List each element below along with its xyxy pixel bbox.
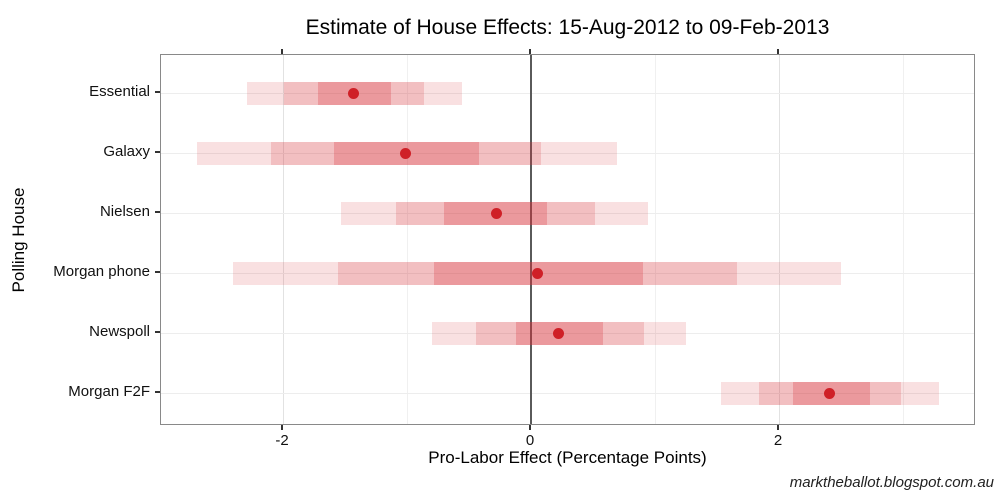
x-tick-mark bbox=[281, 425, 283, 430]
grid-row-line bbox=[161, 273, 974, 274]
y-tick-label: Morgan phone bbox=[53, 263, 150, 280]
x-tick-label: 2 bbox=[773, 432, 783, 449]
point-estimate bbox=[348, 87, 360, 99]
x-tick-mark-top bbox=[281, 49, 283, 54]
x-tick-mark-top bbox=[529, 49, 531, 54]
x-tick-mark bbox=[529, 425, 531, 430]
grid-major-line bbox=[779, 55, 780, 424]
grid-major-line bbox=[283, 55, 284, 424]
y-tick-mark bbox=[155, 331, 160, 333]
y-tick-label: Essential bbox=[89, 83, 150, 100]
zero-reference-line bbox=[530, 55, 532, 424]
point-estimate bbox=[552, 327, 564, 339]
grid-minor-line bbox=[655, 55, 656, 424]
y-tick-mark bbox=[155, 391, 160, 393]
grid-row-line bbox=[161, 213, 974, 214]
plot-panel bbox=[160, 54, 975, 425]
point-estimate bbox=[531, 267, 543, 279]
y-tick-label: Newspoll bbox=[89, 323, 150, 340]
grid-row-line bbox=[161, 393, 974, 394]
y-tick-mark bbox=[155, 211, 160, 213]
point-estimate bbox=[824, 387, 836, 399]
x-axis-title: Pro-Labor Effect (Percentage Points) bbox=[428, 448, 707, 467]
chart-title: Estimate of House Effects: 15-Aug-2012 t… bbox=[305, 16, 830, 39]
grid-row-line bbox=[161, 93, 974, 94]
grid-minor-line bbox=[903, 55, 904, 424]
x-tick-label: -2 bbox=[275, 432, 289, 449]
grid-row-line bbox=[161, 333, 974, 334]
y-tick-mark bbox=[155, 151, 160, 153]
y-tick-mark bbox=[155, 271, 160, 273]
grid-minor-line bbox=[407, 55, 408, 424]
y-tick-label: Morgan F2F bbox=[68, 383, 150, 400]
point-estimate bbox=[400, 147, 412, 159]
y-tick-mark bbox=[155, 91, 160, 93]
watermark-text: marktheballot.blogspot.com.au bbox=[789, 474, 994, 491]
x-tick-label: 0 bbox=[525, 432, 535, 449]
grid-row-line bbox=[161, 153, 974, 154]
y-tick-label: Nielsen bbox=[99, 203, 150, 220]
y-tick-label: Galaxy bbox=[103, 143, 150, 160]
x-tick-mark bbox=[777, 425, 779, 430]
x-tick-mark-top bbox=[777, 49, 779, 54]
point-estimate bbox=[490, 207, 502, 219]
